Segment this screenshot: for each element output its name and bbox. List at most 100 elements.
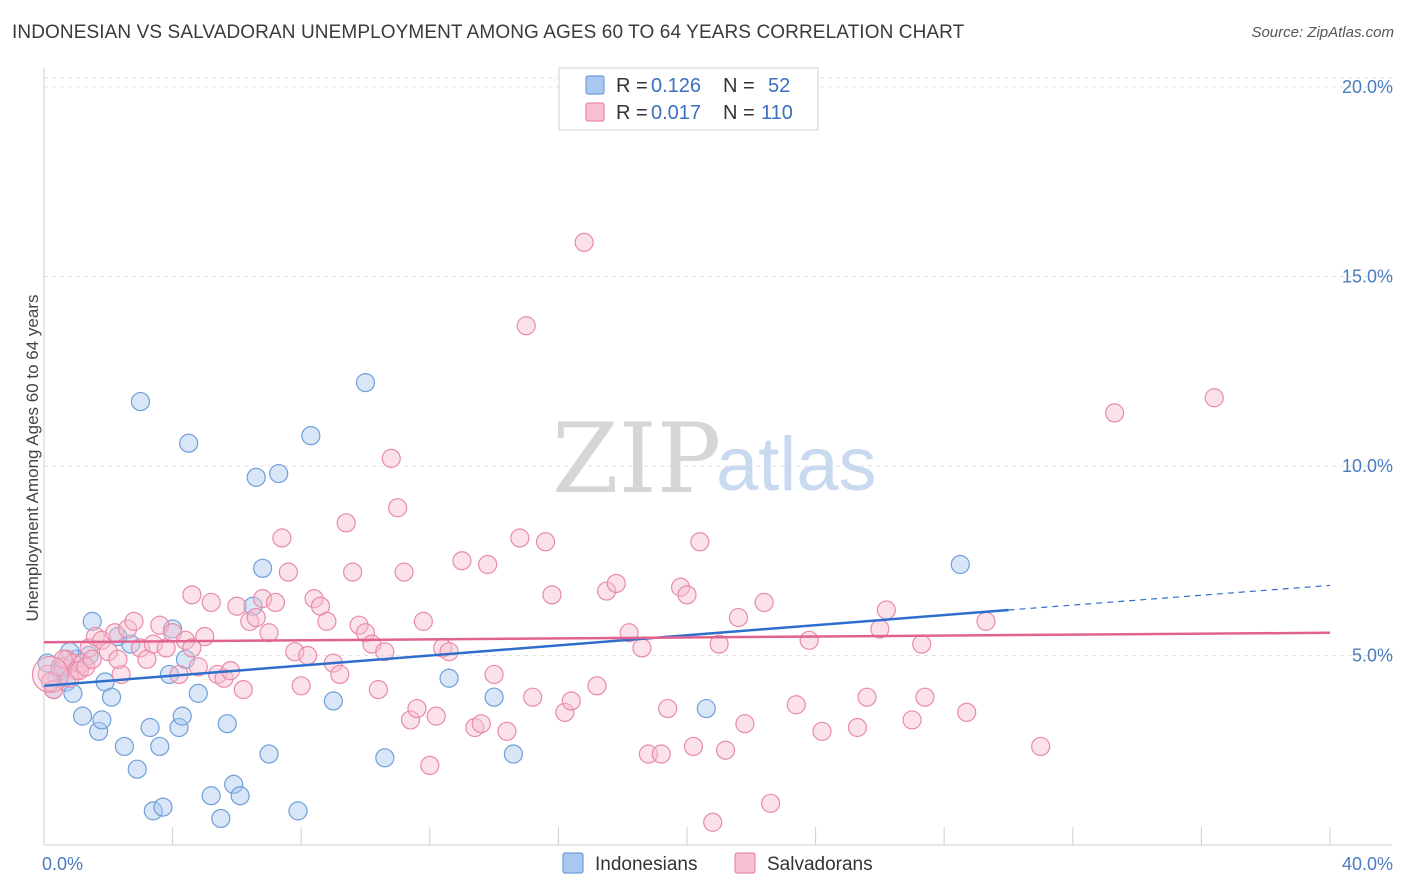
point-indonesians [143, 801, 163, 821]
point-salvadorans [876, 600, 896, 620]
point-indonesians [243, 596, 263, 616]
legend-n-label-indonesians: N = [723, 75, 755, 97]
x-tick-label: 40.0% [1342, 854, 1393, 874]
point-indonesians [269, 463, 289, 484]
legend-swatch-indonesians [585, 75, 605, 95]
point-salvadorans [317, 611, 337, 631]
point-indonesians [101, 687, 122, 707]
point-indonesians [79, 645, 99, 666]
point-salvadorans [272, 528, 292, 548]
point-salvadorans [381, 448, 401, 468]
point-indonesians [72, 706, 93, 726]
point-salvadorans [478, 554, 498, 575]
point-salvadorans [349, 615, 369, 635]
point-salvadorans [278, 562, 298, 582]
point-indonesians [439, 668, 459, 688]
x-ticks [43, 827, 1331, 845]
point-indonesians [89, 721, 109, 741]
series-salvadorans [37, 232, 1224, 832]
point-salvadorans [812, 721, 832, 741]
point-indonesians [950, 554, 970, 575]
point-salvadorans [497, 721, 517, 741]
point-salvadorans [355, 623, 376, 643]
legend-r-label-indonesians: R = [616, 75, 648, 97]
point-indonesians [503, 744, 523, 764]
point-salvadorans [201, 592, 221, 613]
point-salvadorans [597, 581, 617, 601]
point-salvadorans [709, 634, 729, 654]
legend-n-value-indonesians: 52 [768, 75, 790, 97]
point-salvadorans [227, 596, 247, 616]
point-salvadorans [658, 698, 678, 719]
point-salvadorans [516, 316, 536, 336]
point-salvadorans [214, 668, 234, 688]
x-tick-labels: 0.0% 40.0% [42, 854, 1393, 874]
point-salvadorans [651, 744, 671, 764]
point-salvadorans [957, 702, 977, 722]
point-salvadorans [304, 589, 324, 609]
point-salvadorans [253, 589, 273, 609]
bottom-legend: Indonesians Salvadorans [562, 852, 873, 875]
point-indonesians [130, 391, 151, 412]
point-salvadorans [1104, 403, 1125, 423]
point-salvadorans [117, 619, 138, 639]
point-salvadorans [388, 498, 408, 518]
point-indonesians [230, 786, 250, 806]
point-indonesians [211, 808, 231, 829]
y-tick-label: 5.0% [1352, 645, 1393, 665]
trend-line-indonesians [43, 608, 1009, 688]
axes [43, 68, 1392, 846]
y-tick-label: 15.0% [1342, 266, 1393, 286]
point-salvadorans [413, 611, 433, 631]
trend-line-extension-indonesians [1008, 584, 1331, 611]
point-indonesians [253, 558, 273, 578]
point-indonesians [92, 710, 112, 730]
point-salvadorans [330, 664, 350, 685]
x-tick-label: 0.0% [42, 854, 83, 874]
point-indonesians [188, 683, 208, 703]
point-salvadorans [715, 740, 736, 760]
legend-r-label-salvadorans: R = [616, 102, 648, 124]
source-label: Source: ZipAtlas.com [1251, 24, 1394, 41]
point-salvadorans [188, 657, 208, 677]
point-salvadorans [535, 532, 556, 552]
point-salvadorans [439, 642, 459, 662]
bottom-legend-label-salvadorans: Salvadorans [767, 854, 873, 875]
point-salvadorans [683, 736, 704, 757]
point-salvadorans [420, 755, 440, 776]
point-salvadorans [76, 657, 96, 677]
point-salvadorans [728, 607, 749, 628]
point-salvadorans [343, 562, 363, 582]
point-indonesians [375, 748, 395, 768]
point-salvadorans [606, 573, 626, 594]
point-indonesians [323, 691, 343, 711]
point-salvadorans [298, 645, 318, 666]
point-indonesians [301, 426, 321, 446]
point-salvadorans [368, 679, 388, 700]
point-indonesians [259, 744, 279, 764]
point-salvadorans [902, 710, 922, 730]
y-tick-label: 20.0% [1342, 77, 1393, 97]
point-salvadorans [484, 664, 504, 685]
point-indonesians [288, 801, 308, 821]
point-indonesians [217, 714, 237, 734]
point-indonesians [696, 698, 716, 719]
point-salvadorans [555, 702, 575, 722]
point-salvadorans [82, 649, 102, 669]
point-indonesians [140, 717, 160, 738]
point-salvadorans [53, 649, 73, 669]
point-salvadorans [182, 638, 202, 658]
point-salvadorans [574, 232, 594, 252]
point-salvadorans [857, 687, 877, 707]
point-salvadorans [847, 717, 867, 738]
legend-n-label-salvadorans: N = [723, 102, 755, 124]
point-salvadorans [915, 687, 935, 707]
series-indonesians [37, 372, 970, 829]
point-cluster [31, 655, 70, 694]
point-indonesians [246, 467, 266, 487]
point-salvadorans [703, 812, 723, 832]
point-salvadorans [471, 714, 491, 734]
point-indonesians [169, 717, 189, 738]
bottom-legend-swatch-indonesians [562, 852, 584, 874]
